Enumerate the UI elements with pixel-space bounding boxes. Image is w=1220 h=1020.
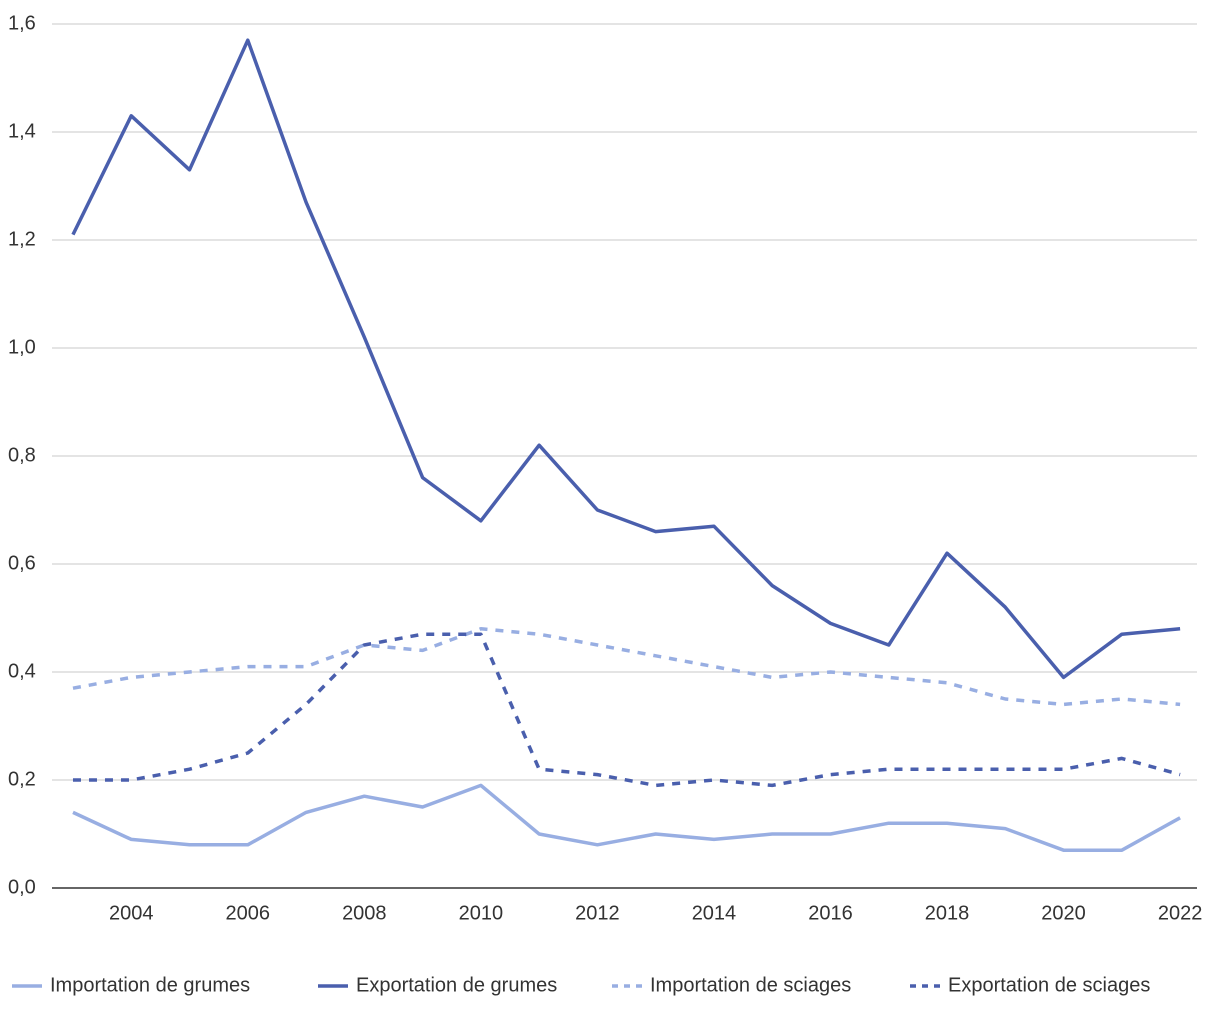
x-tick-label: 2008 (342, 902, 387, 924)
y-tick-label: 0,2 (8, 768, 36, 790)
y-tick-label: 1,6 (8, 12, 36, 34)
x-tick-label: 2022 (1158, 902, 1203, 924)
y-tick-label: 0,4 (8, 660, 36, 682)
legend-label: Exportation de grumes (356, 974, 557, 996)
x-tick-label: 2012 (575, 902, 620, 924)
x-tick-label: 2004 (109, 902, 154, 924)
x-tick-label: 2010 (459, 902, 504, 924)
y-tick-label: 0,8 (8, 444, 36, 466)
x-tick-label: 2016 (808, 902, 853, 924)
y-tick-label: 1,2 (8, 228, 36, 250)
series-line (71, 38, 1181, 680)
series-line (72, 627, 1181, 707)
legend-label: Importation de sciages (650, 974, 851, 996)
x-tick-label: 2018 (925, 902, 970, 924)
legend: Importation de grumes Exportation de grum… (12, 974, 1150, 996)
y-tick-label: 0,0 (8, 876, 36, 898)
x-tick-label: 2020 (1041, 902, 1086, 924)
y-tick-label: 1,0 (8, 336, 36, 358)
series-line (72, 783, 1181, 852)
y-tick-label: 0,6 (8, 552, 36, 574)
legend-label: Exportation de sciages (948, 974, 1150, 996)
legend-label: Importation de grumes (50, 974, 250, 996)
y-tick-label: 1,4 (8, 120, 36, 142)
x-tick-label: 2014 (692, 902, 737, 924)
x-tick-label: 2006 (226, 902, 271, 924)
series-line (72, 632, 1181, 788)
